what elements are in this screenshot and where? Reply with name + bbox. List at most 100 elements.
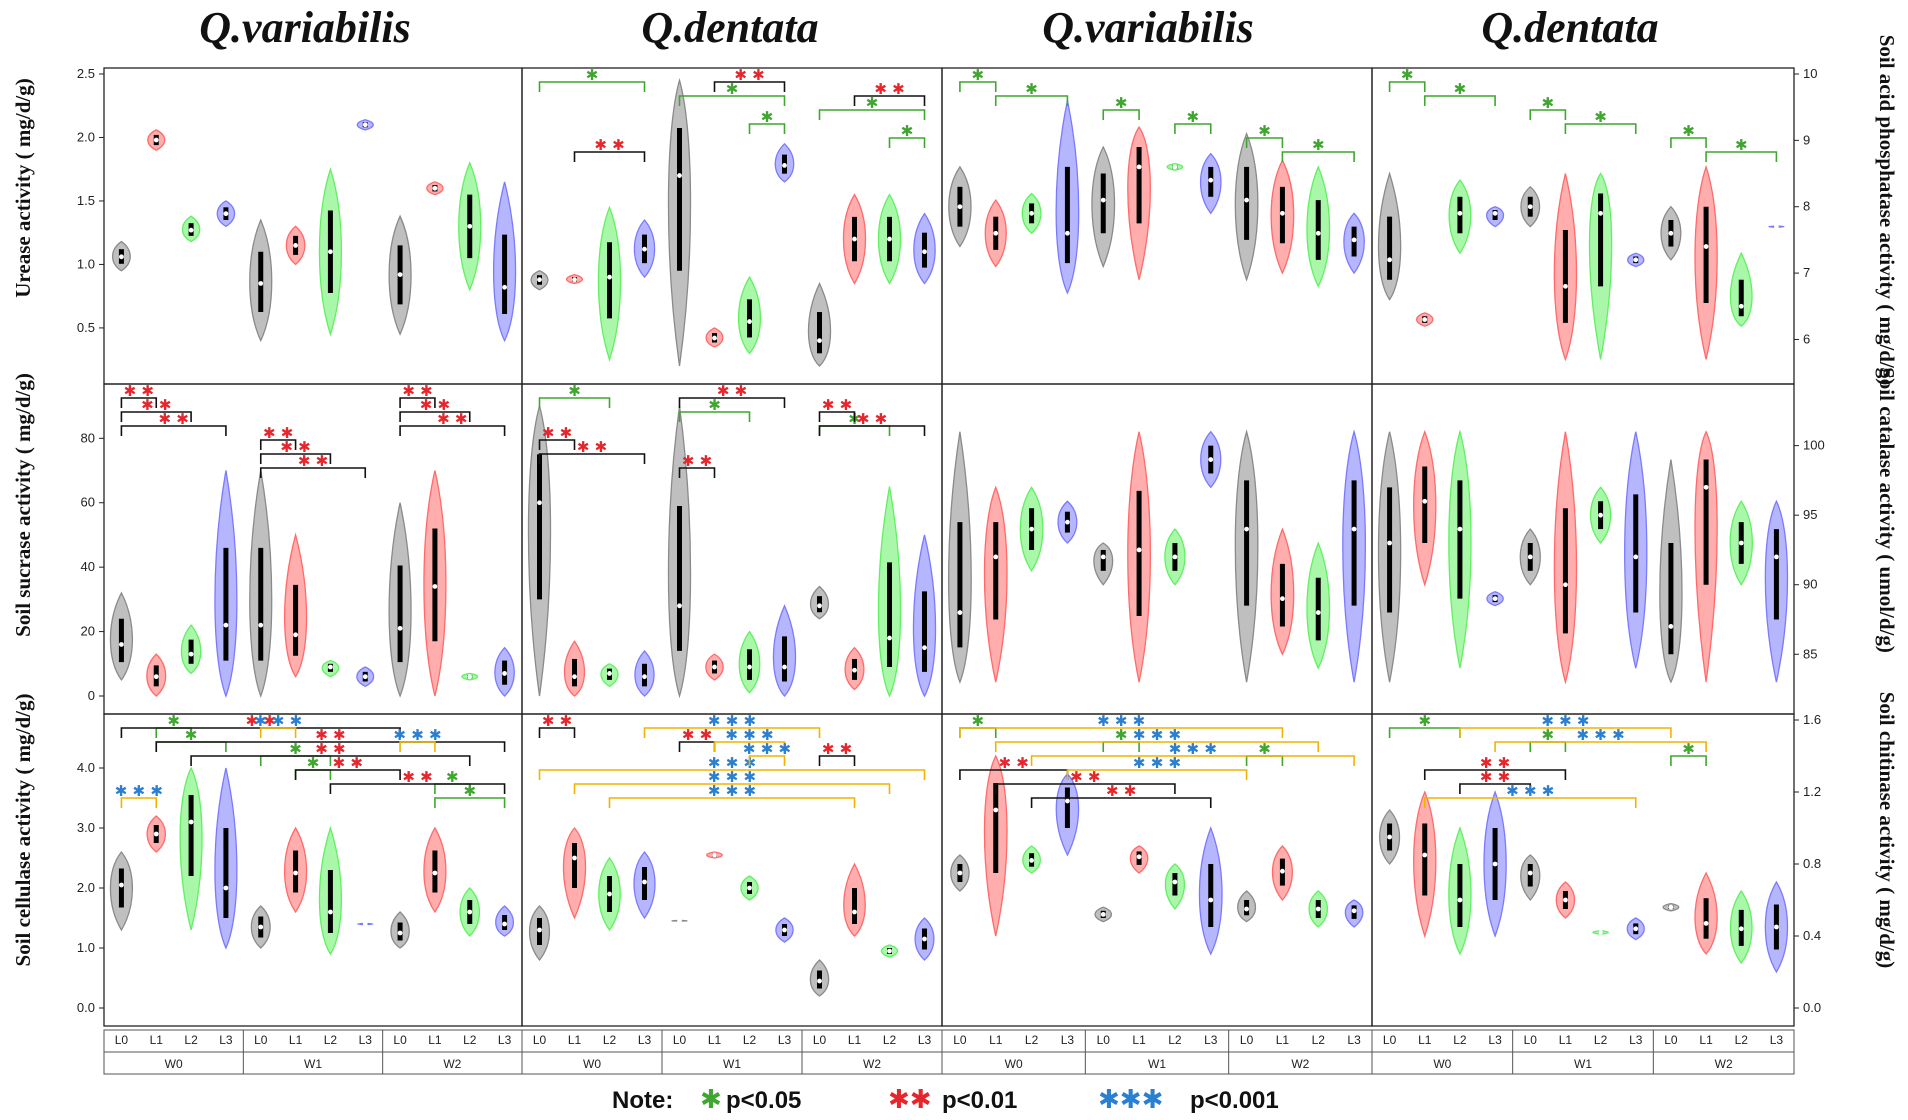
violin-median	[747, 664, 752, 670]
sig-star-p05: ✱	[1312, 136, 1325, 154]
sig-star-p01: ✱ ✱	[298, 452, 328, 470]
x-category-label: L1	[289, 1033, 303, 1047]
violin-median	[712, 664, 717, 670]
y-tick-label: 1.2	[1803, 784, 1821, 799]
x-category-label: L3	[778, 1033, 792, 1047]
sig-star-p01: ✱ ✱	[1106, 782, 1136, 800]
violin-median	[1457, 526, 1463, 532]
violin-median	[1703, 921, 1709, 926]
panel-r0-c2: ✱ ✱ ✱ ✱ ✱ ✱	[941, 66, 1373, 385]
sig-bracket-p05	[678, 95, 786, 106]
legend-p05-text: p<0.05	[726, 1087, 801, 1114]
sig-star-p01: ✱ ✱	[874, 80, 904, 98]
violin-median	[362, 674, 368, 680]
violin-median	[1172, 879, 1178, 885]
x-group-label: W1	[1574, 1057, 1592, 1071]
sig-star-p05: ✱	[1115, 726, 1128, 744]
y-tick-label: 40	[81, 559, 95, 574]
x-category-label: L1	[708, 1033, 722, 1047]
sig-bracket-p05	[1388, 81, 1426, 92]
sig-star-p001: ✱ ✱ ✱	[115, 782, 163, 800]
x-category-label: L2	[603, 1033, 617, 1047]
violin-median	[993, 807, 999, 813]
violin-median	[922, 936, 927, 942]
violin-median	[572, 674, 577, 680]
sig-bracket-p01	[259, 439, 297, 450]
violin-median	[887, 948, 892, 954]
sig-star-p001: ✱ ✱ ✱	[1541, 712, 1589, 730]
sig-bracket-p01	[259, 453, 332, 464]
violin-median	[782, 163, 787, 168]
panel-r0-c3: 6 7 8 9 10 ✱ ✱ ✱ ✱ ✱ ✱	[1371, 66, 1817, 385]
x-category-label: L1	[568, 1033, 582, 1047]
violin-median	[1280, 210, 1285, 216]
sig-bracket-p01	[399, 425, 506, 436]
sig-bracket-p05	[1423, 95, 1496, 106]
x-category-label: L2	[463, 1033, 477, 1047]
x-category-label: L0	[254, 1033, 268, 1047]
sig-star-p05: ✱	[901, 122, 914, 140]
x-category-label: L3	[1061, 1033, 1075, 1047]
violin-median	[1422, 498, 1428, 504]
sig-bracket-p01	[818, 755, 856, 766]
violin-median	[1633, 257, 1639, 263]
species-title-1: Q.variabilis	[199, 3, 410, 52]
violin-median	[1065, 798, 1070, 804]
violin-median	[1457, 897, 1463, 903]
sig-bracket-p05	[538, 81, 646, 92]
sig-star-p01: ✱ ✱	[280, 438, 310, 456]
violin-median	[1668, 230, 1674, 236]
violin-median	[362, 921, 368, 927]
violin-median	[1208, 897, 1214, 903]
left-ylabel-urease: Urease activity ( mg/d/g)	[11, 78, 35, 297]
sig-bracket-p05	[678, 411, 751, 422]
y-tick-label: 10	[1803, 66, 1817, 81]
violin-median	[887, 635, 892, 641]
sig-bracket-p001	[1066, 769, 1248, 780]
sig-star-p05: ✱	[708, 396, 721, 414]
sig-star-p001: ✱ ✱ ✱	[1169, 740, 1217, 758]
violin-median	[607, 891, 612, 897]
violin-median	[397, 930, 403, 936]
x-category-label: L3	[219, 1033, 233, 1047]
sig-bracket-p001	[748, 755, 786, 766]
violin-median	[1100, 554, 1106, 560]
panel-frame	[1371, 67, 1795, 385]
y-tick-label: 1.0	[77, 256, 95, 271]
y-tick-label: 0.5	[77, 320, 95, 335]
x-category-label: L1	[1559, 1033, 1573, 1047]
right-ylabel-chitinase: Soil chitinase activity ( mg/d/g)	[1875, 692, 1899, 969]
sig-star-p01: ✱ ✱	[333, 754, 363, 772]
violin-median	[537, 277, 542, 283]
sig-star-p001: ✱ ✱ ✱	[254, 712, 302, 730]
violin-median	[1598, 512, 1603, 518]
species-title-4: Q.dentata	[1481, 3, 1658, 52]
x-category-label: L2	[883, 1033, 897, 1047]
x-category-label: L0	[393, 1033, 407, 1047]
sig-bracket-p01	[678, 467, 716, 478]
violin-median	[1387, 257, 1392, 263]
panel-frame	[521, 383, 943, 715]
sig-star-p05: ✱	[289, 740, 302, 758]
y-tick-label: 95	[1803, 507, 1817, 522]
sig-bracket-p001	[399, 741, 436, 752]
x-category-label: L3	[498, 1033, 512, 1047]
sig-bracket-p01	[399, 397, 436, 408]
violin-median	[1527, 870, 1533, 876]
x-category-label: L2	[184, 1033, 198, 1047]
sig-star-p05: ✱	[446, 768, 459, 786]
violin-median	[572, 277, 577, 283]
sig-bracket-p01	[538, 727, 576, 738]
sig-star-p01: ✱ ✱	[315, 740, 345, 758]
violin-median	[747, 885, 752, 891]
violin-median	[1738, 303, 1744, 309]
violin-median	[119, 882, 124, 888]
sig-bracket-p05	[818, 109, 926, 120]
x-category-label: L0	[533, 1033, 547, 1047]
violin-median	[1315, 230, 1321, 236]
significance-legend: Note: ✱ p<0.05 ✱✱ p<0.01 ✱✱✱ p<0.001	[612, 1085, 1279, 1115]
y-tick-label: 0.8	[1803, 856, 1821, 871]
sig-bracket-p01	[678, 397, 786, 408]
x-category-label: L3	[1347, 1033, 1361, 1047]
